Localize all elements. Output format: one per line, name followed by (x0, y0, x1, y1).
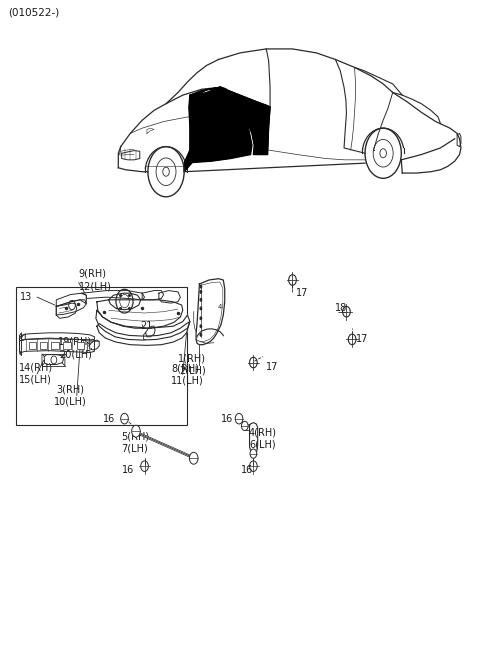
Text: (010522-): (010522-) (9, 8, 60, 18)
Polygon shape (97, 300, 183, 328)
Circle shape (163, 167, 169, 176)
Polygon shape (196, 278, 225, 345)
Polygon shape (44, 355, 63, 365)
Text: 16: 16 (221, 414, 233, 424)
Text: 17: 17 (296, 288, 309, 298)
Polygon shape (56, 300, 86, 315)
Circle shape (190, 452, 198, 464)
Circle shape (120, 413, 128, 424)
Circle shape (199, 306, 202, 310)
Text: 3(RH)
10(LH): 3(RH) 10(LH) (54, 385, 87, 406)
Polygon shape (20, 333, 95, 341)
Text: 8(RH)
11(LH): 8(RH) 11(LH) (171, 363, 204, 386)
Polygon shape (190, 88, 270, 154)
Polygon shape (82, 290, 144, 300)
Circle shape (199, 284, 202, 288)
Text: 4(RH)
6(LH): 4(RH) 6(LH) (249, 427, 277, 450)
Text: 16: 16 (122, 465, 134, 475)
Circle shape (241, 421, 248, 430)
Bar (77, 342, 84, 349)
Text: 17: 17 (356, 334, 368, 344)
Text: 16: 16 (241, 465, 253, 475)
Polygon shape (109, 293, 141, 310)
Polygon shape (96, 310, 190, 340)
Circle shape (199, 290, 202, 294)
Polygon shape (20, 339, 95, 353)
Text: 1(RH)
2(LH): 1(RH) 2(LH) (178, 353, 206, 376)
Polygon shape (97, 322, 190, 345)
Polygon shape (56, 303, 77, 318)
Text: 9(RH)
12(LH): 9(RH) 12(LH) (79, 269, 111, 291)
Polygon shape (142, 290, 164, 300)
Circle shape (235, 413, 243, 424)
Circle shape (199, 316, 202, 320)
Polygon shape (250, 422, 258, 453)
Circle shape (199, 298, 202, 302)
Circle shape (199, 333, 202, 337)
Polygon shape (20, 338, 22, 355)
Text: 5(RH)
7(LH): 5(RH) 7(LH) (121, 431, 149, 453)
Text: 21: 21 (141, 321, 153, 332)
Polygon shape (90, 340, 99, 350)
Polygon shape (184, 88, 252, 172)
Polygon shape (56, 293, 86, 306)
Polygon shape (145, 326, 155, 337)
Text: 19(RH)
20(LH): 19(RH) 20(LH) (58, 337, 93, 359)
Bar (39, 342, 47, 349)
Circle shape (132, 425, 140, 437)
Bar (29, 342, 36, 349)
Polygon shape (20, 333, 25, 341)
Circle shape (380, 149, 386, 158)
Text: 17: 17 (266, 362, 278, 372)
Text: 13: 13 (20, 292, 32, 302)
Bar (63, 342, 71, 349)
Text: 18: 18 (336, 304, 348, 314)
Circle shape (250, 449, 257, 458)
Text: 14(RH)
15(LH): 14(RH) 15(LH) (19, 363, 53, 385)
Text: 16: 16 (103, 414, 115, 424)
Polygon shape (159, 290, 180, 303)
Text: $\it{4}$: $\it{4}$ (217, 302, 223, 311)
Bar (16, 286, 187, 425)
Circle shape (199, 324, 202, 328)
Bar (51, 342, 59, 349)
